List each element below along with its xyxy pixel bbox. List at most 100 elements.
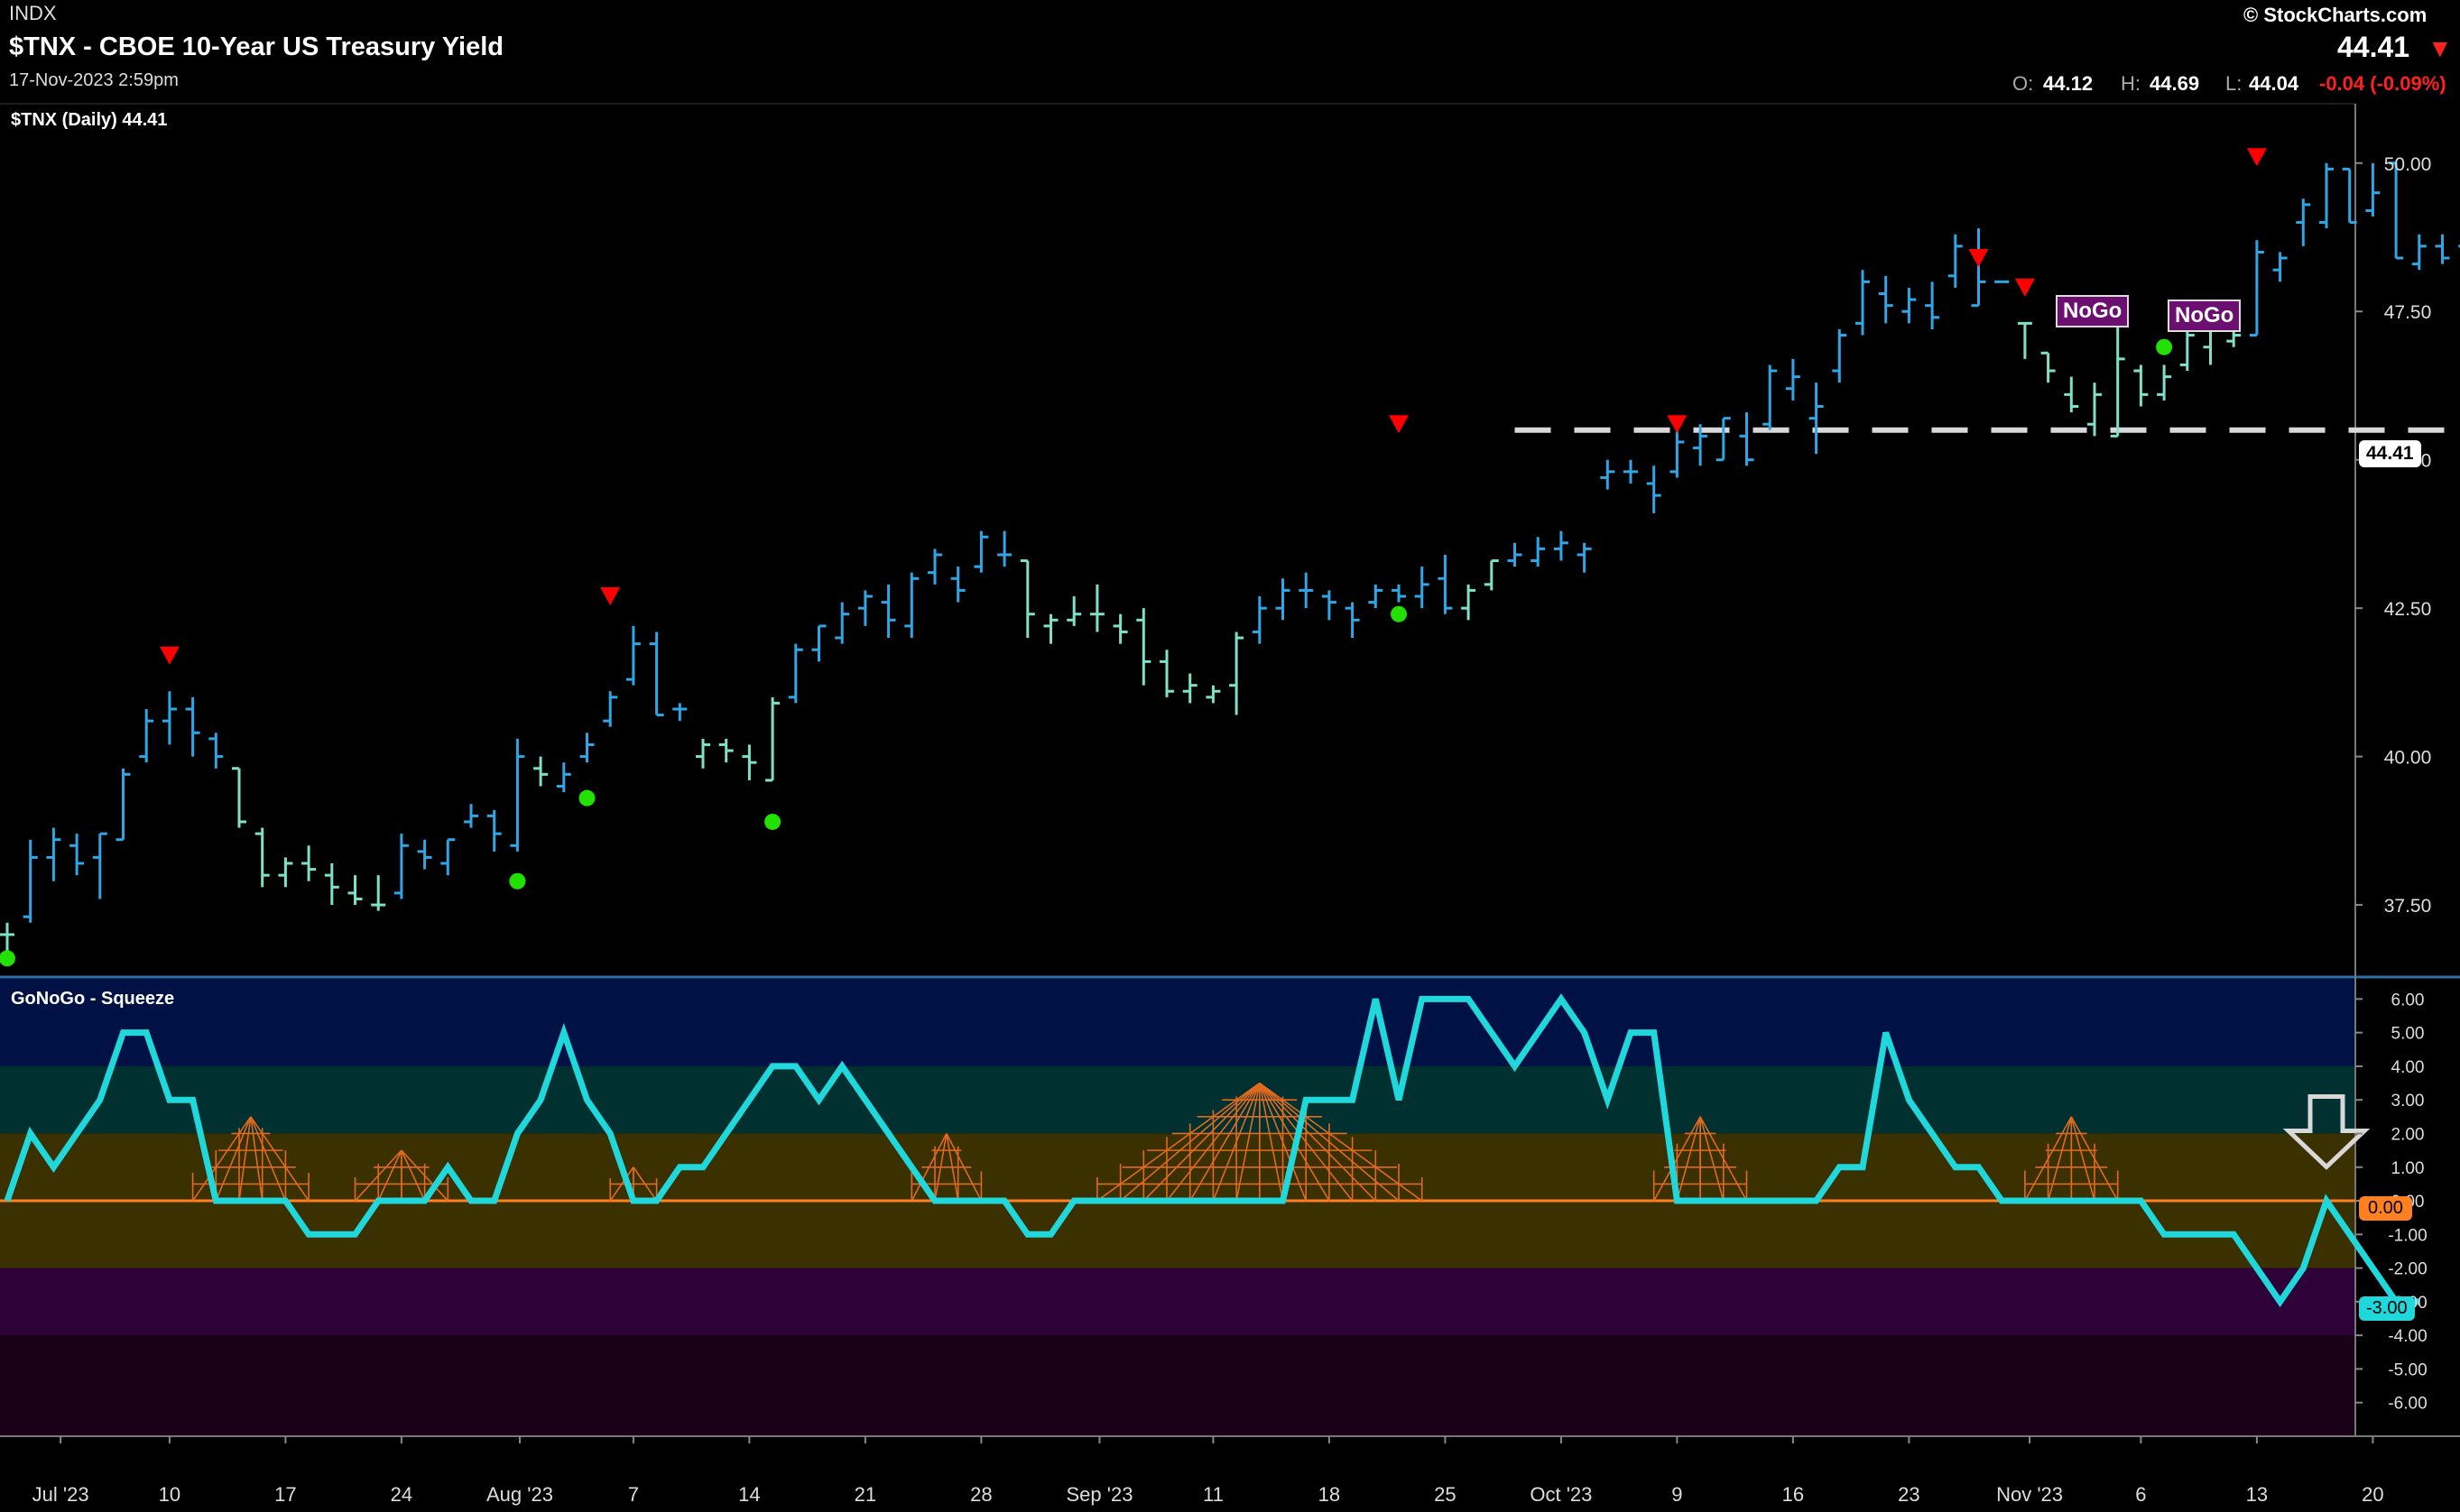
ohlc-bar — [1275, 578, 1290, 621]
ohlc-bar — [1947, 234, 1963, 288]
ohlc-bar — [1623, 459, 1638, 484]
ohlc-bar — [603, 691, 618, 727]
squeeze-strut — [2047, 1116, 2073, 1202]
squeeze-strut — [250, 1116, 264, 1202]
open-value: 44.12 — [2043, 72, 2094, 95]
ohlc-bar — [788, 643, 803, 704]
squeeze-strut — [946, 1133, 983, 1202]
ohlc-bar — [301, 845, 317, 881]
oscillator-line — [4, 993, 2419, 1308]
ohlc-bar — [69, 834, 85, 876]
high-label: H: — [2121, 72, 2141, 95]
ohlc-bar — [950, 567, 966, 603]
x-tick-label: 10 — [159, 1483, 180, 1506]
x-tick-label: 6 — [2135, 1483, 2146, 1506]
ohlc-bar — [1089, 584, 1105, 632]
ohlc-bar — [1020, 559, 1035, 639]
ohlc-bar — [1646, 466, 1661, 513]
x-tick-label: Sep '23 — [1067, 1483, 1133, 1506]
x-tick-label: 21 — [855, 1483, 876, 1506]
high-value: 44.69 — [2150, 72, 2200, 95]
ohlc-bar — [1855, 270, 1870, 336]
price-panel-label: $TNX (Daily) 44.41 — [7, 108, 171, 133]
squeeze-strut — [1259, 1083, 1354, 1202]
oscillator-tick-label: -1.00 — [2388, 1226, 2427, 1245]
oscillator-tick-label: -2.00 — [2388, 1260, 2427, 1279]
squeeze-strut — [1699, 1116, 1725, 1202]
oscillator-tick-label: -5.00 — [2388, 1360, 2427, 1379]
ohlc-bar — [1808, 383, 1824, 455]
ohlc-bar — [486, 809, 502, 852]
ohlc-bar — [1693, 424, 1708, 466]
squeeze-strut — [1189, 1083, 1261, 1202]
ohlc-bar — [1716, 417, 1731, 462]
squeeze-strut — [1259, 1082, 1400, 1202]
ohlc-bar — [1182, 673, 1198, 704]
x-tick-label: 18 — [1318, 1483, 1340, 1506]
oscillator-band — [0, 1065, 2355, 1134]
price-bars — [0, 148, 2460, 967]
ohlc-bar — [718, 738, 734, 763]
ohlc-bar — [2435, 234, 2450, 264]
squeeze-strut — [250, 1116, 287, 1202]
ohlc-bar — [2110, 317, 2125, 438]
oscillator-band — [0, 1335, 2355, 1436]
ohlc-bar — [1067, 595, 1082, 626]
ohlc-bar — [139, 708, 154, 763]
ohlc-bar — [46, 827, 61, 881]
brand-link[interactable]: © StockCharts.com — [2243, 4, 2428, 26]
low-value: 44.04 — [2249, 72, 2299, 95]
ohlc-bar — [1553, 530, 1568, 561]
nogo-triangle — [600, 586, 621, 605]
x-tick-label: Nov '23 — [1996, 1483, 2063, 1506]
ohlc-bar — [1461, 584, 1476, 621]
squeeze-strut — [1699, 1116, 1748, 1202]
ohlc-bar — [2342, 167, 2357, 225]
last-price-tag: 44.41 — [2359, 440, 2421, 467]
ohlc-bar — [510, 738, 525, 852]
ohlc-bar — [904, 572, 920, 639]
ohlc-bar — [1206, 685, 1221, 704]
ohlc-bar — [672, 703, 688, 722]
oscillator-panel-label: GoNoGo - Squeeze — [11, 989, 175, 1009]
ohlc-bar — [1043, 613, 1059, 644]
squeeze-grid — [1652, 1116, 1748, 1202]
ohlc-bar — [464, 804, 478, 828]
ohlc-bar — [1321, 590, 1336, 621]
ohlc-bar — [928, 549, 942, 585]
ohlc-bar — [2296, 198, 2311, 246]
exchange-label: INDX — [9, 2, 57, 24]
ohlc-bar — [1577, 542, 1592, 573]
ohlc-bar — [765, 696, 781, 782]
price-tick-label: 40.00 — [2384, 748, 2432, 769]
open-label: O: — [2012, 72, 2034, 95]
squeeze-strut — [946, 1133, 959, 1202]
ohlc-bar — [324, 863, 339, 906]
ohlc-bar — [533, 756, 549, 787]
ohlc-bar — [881, 584, 896, 639]
squeeze-strut — [609, 1166, 634, 1202]
oscillator-tick-label: 1.00 — [2391, 1159, 2425, 1178]
chart-frame — [0, 103, 2460, 1437]
ohlc-bar — [2319, 162, 2334, 229]
nogo-triangle — [2246, 148, 2267, 167]
oscillator-tick-label: 6.00 — [2391, 991, 2425, 1010]
x-tick-label: 23 — [1898, 1483, 1919, 1506]
zero-line-tag: 0.00 — [2359, 1196, 2412, 1221]
oscillator-tick-label: -6.00 — [2388, 1395, 2427, 1414]
nogo-label: NoGo — [2056, 295, 2130, 327]
oscillator-bands — [0, 979, 2355, 1436]
ohlc-bar — [1507, 542, 1522, 567]
ohlc-bar — [232, 767, 246, 828]
ohlc-bar — [974, 530, 989, 573]
ohlc-bar — [1878, 275, 1893, 324]
squeeze-strut — [911, 1133, 948, 1202]
ohlc-bar — [2017, 321, 2032, 359]
ohlc-bar — [556, 762, 571, 793]
ohlc-bar — [1531, 537, 1546, 567]
ohlc-bar — [2157, 364, 2172, 401]
ohlc-bar — [625, 625, 641, 686]
squeeze-strut — [2070, 1116, 2095, 1202]
price-tick-label: 47.50 — [2384, 302, 2432, 323]
down-triangle-icon: ▼ — [2428, 34, 2453, 62]
